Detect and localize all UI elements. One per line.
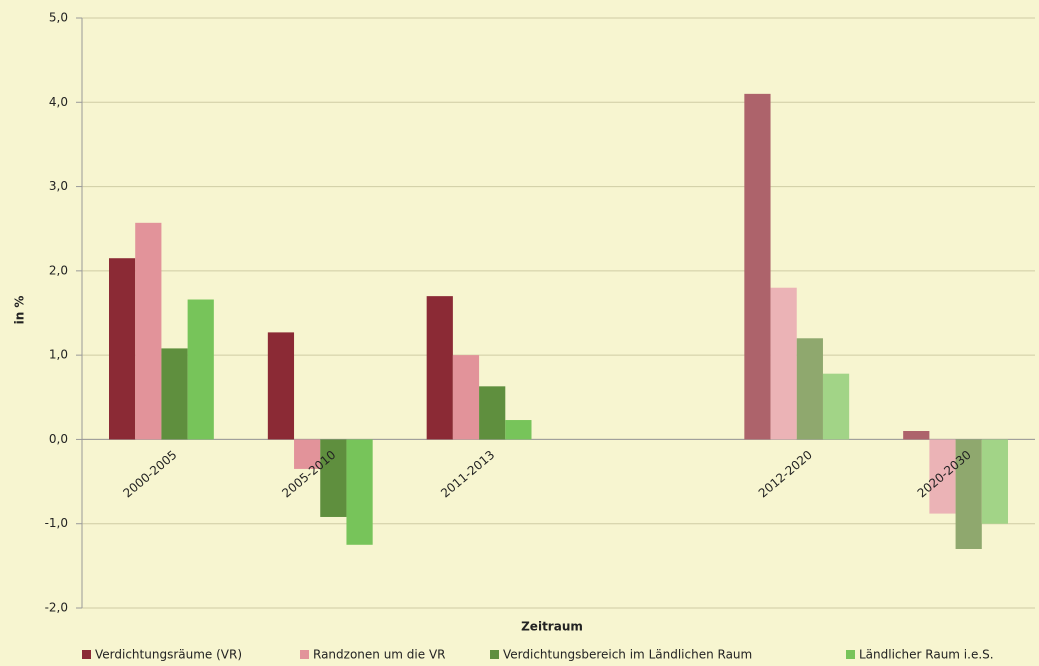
bar (955, 439, 982, 549)
bar (135, 222, 162, 440)
bar (981, 439, 1008, 524)
bar (770, 287, 797, 440)
bar (796, 338, 823, 440)
legend-label: Ländlicher Raum i.e.S. (859, 648, 994, 662)
bar (267, 332, 295, 440)
bar (479, 386, 506, 440)
bar (822, 373, 850, 440)
y-tick-label: 5,0 (49, 11, 68, 25)
y-tick-label: 3,0 (49, 179, 68, 193)
x-tick-label: 2000-2005 (120, 448, 179, 501)
legend-swatch (490, 650, 499, 659)
legend-label: Verdichtungsräume (VR) (95, 648, 242, 662)
legend-label: Randzonen um die VR (313, 648, 446, 662)
x-tick-label: 2012-2020 (756, 448, 815, 501)
y-tick-label: -1,0 (45, 516, 68, 530)
bar (452, 355, 480, 440)
bar (161, 348, 188, 440)
bar (346, 439, 373, 545)
y-axis-label: in % (13, 296, 27, 325)
legend-swatch (846, 650, 855, 659)
bar (294, 439, 321, 469)
y-tick-label: 2,0 (49, 263, 68, 277)
legend-label: Verdichtungsbereich im Ländlichen Raum (503, 648, 752, 662)
bar (109, 258, 136, 440)
bar (505, 420, 532, 440)
legend-swatch (300, 650, 309, 659)
bar (903, 431, 930, 440)
x-axis-label: Zeitraum (521, 620, 583, 634)
bar (744, 93, 771, 440)
bar (929, 439, 956, 514)
bar (187, 299, 214, 440)
bar (426, 296, 453, 440)
y-tick-label: 4,0 (49, 95, 68, 109)
y-tick-label: 0,0 (49, 432, 68, 446)
legend-swatch (82, 650, 91, 659)
y-tick-label: 1,0 (49, 348, 68, 362)
bar (320, 439, 347, 517)
x-tick-label: 2011-2013 (438, 448, 497, 501)
y-tick-label: -2,0 (45, 601, 68, 615)
